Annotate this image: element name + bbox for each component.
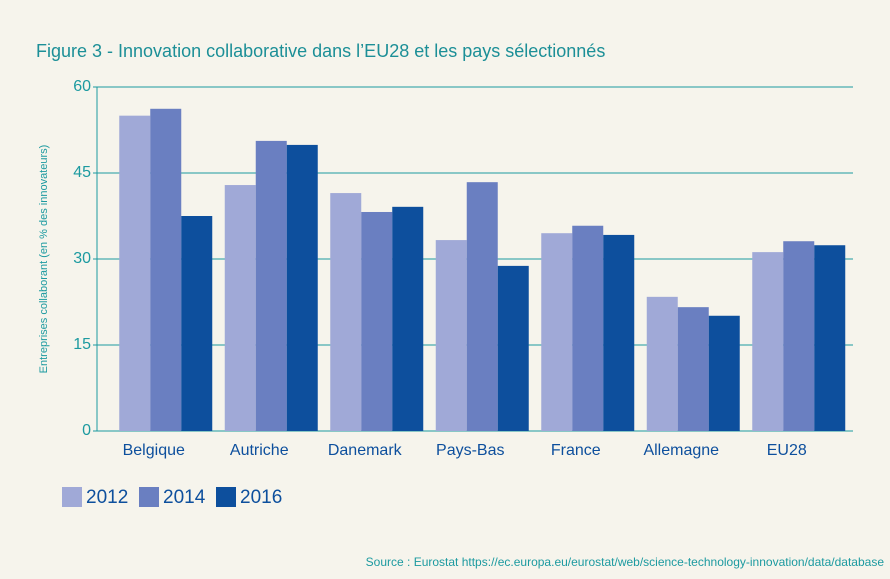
x-tick-label: EU28 [767, 442, 807, 459]
bar [752, 252, 784, 431]
y-tick-label: 15 [73, 336, 91, 353]
y-tick-label: 45 [73, 164, 91, 181]
x-tick-label: France [551, 442, 601, 459]
bar [708, 315, 740, 431]
bar [181, 216, 213, 431]
x-tick-label: Allemagne [643, 442, 719, 459]
y-tick-label: 60 [73, 78, 91, 95]
y-axis-label: Entreprises collaborant (en % des innova… [38, 145, 50, 374]
bar [224, 185, 256, 431]
x-tick-label: Pays-Bas [436, 442, 504, 459]
bar [814, 245, 846, 431]
bar [572, 225, 604, 431]
bar [361, 211, 393, 431]
bar [783, 241, 815, 431]
legend-swatch [216, 487, 236, 507]
bar [286, 144, 318, 431]
source: Source : Eurostat https://ec.europa.eu/e… [366, 555, 885, 569]
legend-swatch [139, 487, 159, 507]
chart-title: Figure 3 - Innovation collaborative dans… [36, 41, 605, 61]
legend-label: 2016 [240, 487, 282, 508]
y-tick-label: 30 [73, 250, 91, 267]
bar [466, 182, 498, 431]
bar [646, 296, 678, 431]
x-tick-label: Autriche [230, 442, 289, 459]
bar [150, 108, 182, 431]
bar [119, 115, 151, 432]
bar [255, 140, 287, 432]
y-tick-label: 0 [82, 422, 91, 439]
bar [435, 240, 467, 431]
bar [392, 206, 424, 431]
bar [541, 233, 573, 431]
bar [603, 234, 635, 431]
x-tick-label: Danemark [328, 442, 403, 459]
legend-label: 2012 [86, 487, 128, 508]
legend-swatch [62, 487, 82, 507]
bar [497, 265, 529, 431]
legend-label: 2014 [163, 487, 206, 508]
x-tick-label: Belgique [123, 442, 185, 459]
bar [330, 193, 362, 431]
bar [677, 307, 709, 431]
